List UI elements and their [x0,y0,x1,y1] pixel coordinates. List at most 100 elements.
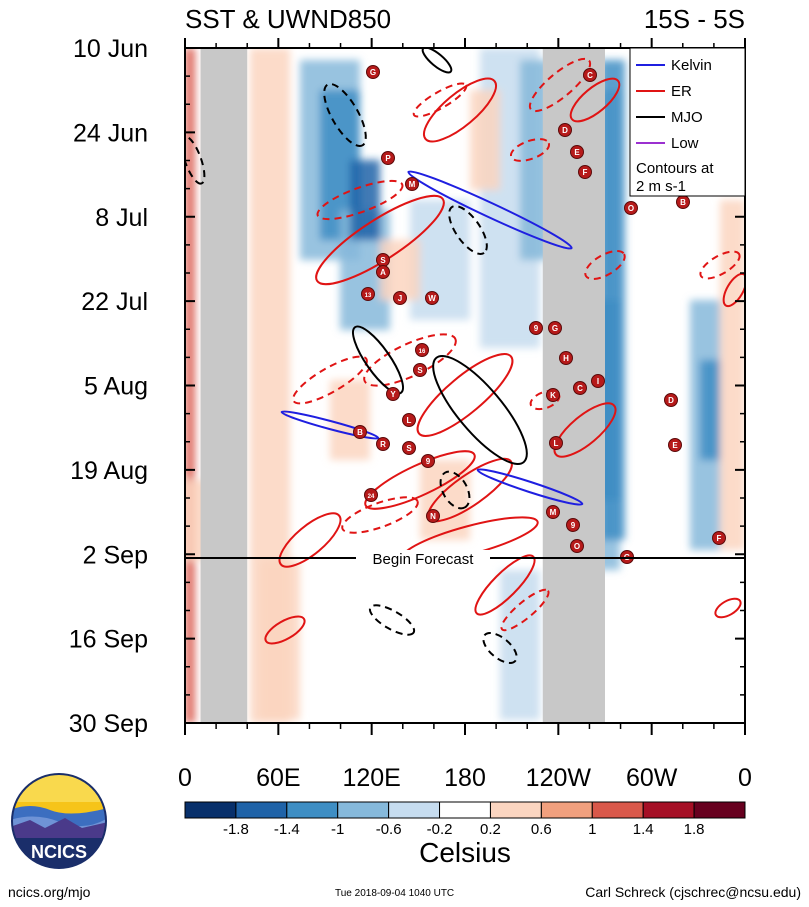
storm-marker-label: H [563,354,569,363]
storm-marker-label: M [550,508,557,517]
kelvin-contour [476,468,584,506]
storm-marker: I [591,374,605,388]
colorbar: -1.8 -1.4 -1 -0.6 -0.2 0.2 0.6 1 1.4 1.8 [184,801,746,838]
storm-marker: 13 [361,287,375,301]
contour [416,353,514,437]
contour [323,83,367,147]
forecast-label: Begin Forecast [373,551,475,568]
logo-text: NCICS [31,842,87,862]
storm-marker-label: E [672,441,678,450]
contour [569,77,621,123]
contour [315,194,445,286]
storm-marker-label: C [577,384,583,393]
contour [423,77,497,143]
field-patch [260,560,300,720]
storm-marker-label: S [380,256,386,265]
storm-marker-label: E [574,148,580,157]
storm-marker-label: D [668,396,674,405]
storm-marker: 9 [566,518,580,532]
colorbar-swatch [693,801,746,819]
colorbar-swatch [337,801,390,819]
colorbar-tick-label: -1 [331,821,344,838]
storm-marker: J [393,291,407,305]
contour [364,450,476,510]
storm-marker-label: J [398,294,402,303]
colorbar-swatch [286,801,339,819]
storm-marker: S [402,441,416,455]
storm-marker-label: R [380,440,386,449]
storm-marker-label: 16 [419,349,426,355]
storm-marker: E [668,438,682,452]
y-tick-label: 2 Sep [83,541,148,569]
contour [500,588,550,632]
contour [368,604,416,636]
storm-marker-label: 24 [368,494,375,500]
storm-marker: W [425,291,439,305]
y-tick-label: 24 Jun [73,119,148,147]
storm-marker: C [583,68,597,82]
kelvin-contour [280,410,380,440]
storm-marker: F [578,165,592,179]
storm-marker-label: C [587,71,593,80]
storm-marker: O [570,539,584,553]
storm-marker: A [376,265,390,279]
contour [341,496,419,534]
storm-marker: G [366,65,380,79]
x-tick-label: 120W [526,764,592,792]
colorbar-tick-label: 0.6 [531,821,552,838]
footer-author: Carl Schreck (cjschrec@ncsu.edu) [585,884,801,900]
colorbar-swatch [540,801,593,819]
storm-marker: S [376,253,390,267]
storm-marker: H [559,351,573,365]
storm-marker-label: S [406,444,412,453]
y-tick-label: 10 Jun [73,35,148,63]
colorbar-swatch [489,801,542,819]
field-patch [470,90,500,190]
colorbar-tick-label: 0.2 [480,821,501,838]
contour [553,402,617,458]
storm-marker-label: F [717,534,722,543]
chart-title: SST & UWND850 [185,4,391,34]
colorbar-tick-label: -0.2 [427,821,453,838]
storm-marker: Y [386,387,400,401]
contour [432,355,528,465]
land-mask-band [200,48,248,723]
storm-marker: L [549,436,563,450]
contour [292,355,368,405]
storm-marker-label: G [552,324,558,333]
storm-marker: E [570,145,584,159]
storm-marker-label: G [370,68,376,77]
colorbar-swatch [235,801,288,819]
colorbar-tick-label: -0.6 [376,821,402,838]
storm-marker-label: L [407,416,412,425]
field-patch [430,560,470,720]
storm-marker: F [712,531,726,545]
storm-marker-label: A [380,268,386,277]
storm-marker-label: I [597,377,599,386]
field-patch [500,570,540,720]
contour [482,632,518,664]
storm-marker-label: M [409,180,416,189]
y-tick-label: 16 Sep [69,626,148,654]
colorbar-swatch [591,801,644,819]
storm-marker: O [624,201,638,215]
contour [412,82,468,118]
storm-marker: G [548,321,562,335]
field-patch [330,380,370,460]
contour [714,597,742,619]
colorbar-tick-label: 1 [588,821,596,838]
legend-label: ER [671,83,692,100]
y-tick-label: 30 Sep [69,710,148,738]
contour [316,179,404,221]
storm-marker: N [426,509,440,523]
storm-marker-label: K [550,391,556,400]
legend-label: Kelvin [671,57,712,74]
colorbar-label: Celsius [419,837,511,868]
contour [439,470,471,510]
colorbar-tick-label: -1.8 [223,821,249,838]
storm-marker-label: 9 [534,324,539,333]
storm-marker: B [353,425,367,439]
x-axis: 0 60E 120E 180 120W 60W 0 [178,764,752,792]
